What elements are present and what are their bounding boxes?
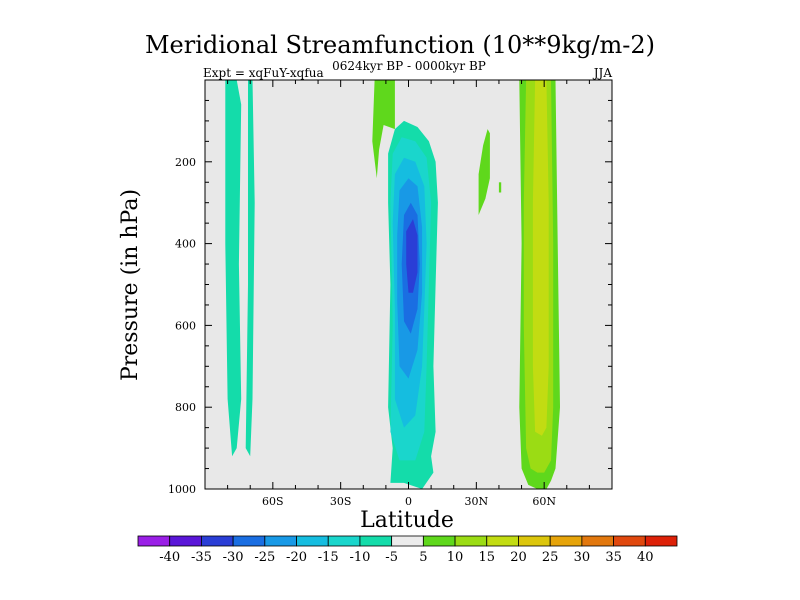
colorbar-swatch — [454, 535, 488, 547]
colorbar-swatch — [518, 535, 551, 547]
x-axis: 60S 30S 0 30N 60N — [204, 80, 613, 508]
colorbar-label: -15 — [318, 550, 339, 565]
colorbar-swatch — [169, 535, 202, 547]
chart-subtitle-period: 0624kyr BP - 0000kyr BP — [332, 59, 486, 73]
colorbar-label: 25 — [542, 550, 559, 565]
colorbar-label: -10 — [349, 550, 370, 565]
contour-region-1 — [245, 80, 255, 457]
colorbar-swatch — [264, 535, 297, 547]
colorbar-label: 30 — [574, 550, 591, 565]
x-tick-label: 30N — [465, 495, 489, 508]
contour-fill-layer — [225, 80, 560, 489]
colorbar-swatch — [549, 535, 583, 547]
contour-region-8 — [406, 219, 418, 293]
y-tick-label: 600 — [175, 319, 196, 332]
colorbar-swatch — [644, 535, 678, 547]
x-axis-title: Latitude — [360, 508, 454, 533]
colorbar-swatch — [486, 535, 519, 547]
chart-title: Meridional Streamfunction (10**9kg/m-2) — [145, 31, 655, 59]
colorbar-label: -35 — [191, 550, 212, 565]
colorbar-label: -20 — [286, 550, 307, 565]
colorbar-label: 35 — [605, 550, 622, 565]
colorbar-label: -5 — [385, 550, 398, 565]
y-tick-label: 400 — [175, 238, 196, 251]
colorbar-label: 15 — [478, 550, 495, 565]
contour-region-9 — [478, 129, 490, 215]
chart-subtitle-experiment: Expt = xqFuY-xqfua — [203, 66, 324, 80]
colorbar-swatch — [613, 535, 646, 547]
contour-region-0 — [225, 80, 242, 457]
colorbar-swatch — [232, 535, 266, 547]
colorbar-label: -40 — [159, 550, 180, 565]
colorbar: -40 -35 -30 -25 -20 -15 -10 -5 5 10 15 20 25 30 35 40 — [137, 535, 678, 565]
x-tick-label: 0 — [405, 495, 412, 508]
colorbar-label: 5 — [419, 550, 427, 565]
chart-subtitle-season: JJA — [592, 66, 613, 80]
colorbar-label: 10 — [447, 550, 464, 565]
colorbar-swatch — [422, 535, 456, 547]
colorbar-swatch — [581, 535, 614, 547]
y-tick-label: 200 — [175, 156, 196, 169]
contour-region-13 — [532, 80, 549, 436]
y-tick-label: 800 — [175, 401, 196, 414]
colorbar-label: 40 — [637, 550, 654, 565]
y-tick-label: 1000 — [168, 483, 196, 496]
x-tick-label: 60N — [532, 495, 556, 508]
x-tick-label: 30S — [330, 495, 352, 508]
colorbar-swatch — [296, 535, 329, 547]
contour-region-2 — [372, 80, 395, 179]
colorbar-swatch — [137, 535, 171, 547]
colorbar-label: -25 — [254, 550, 275, 565]
y-axis: 200 400 600 800 1000 — [168, 99, 612, 496]
colorbar-swatch — [359, 535, 393, 547]
colorbar-swatch — [391, 535, 424, 547]
colorbar-label: -30 — [223, 550, 244, 565]
colorbar-label: 20 — [510, 550, 527, 565]
colorbar-swatch — [201, 535, 234, 547]
y-axis-title: Pressure (in hPa) — [118, 189, 143, 381]
x-tick-label: 60S — [262, 495, 284, 508]
colorbar-swatch — [327, 535, 361, 547]
contour-region-10 — [498, 182, 502, 193]
